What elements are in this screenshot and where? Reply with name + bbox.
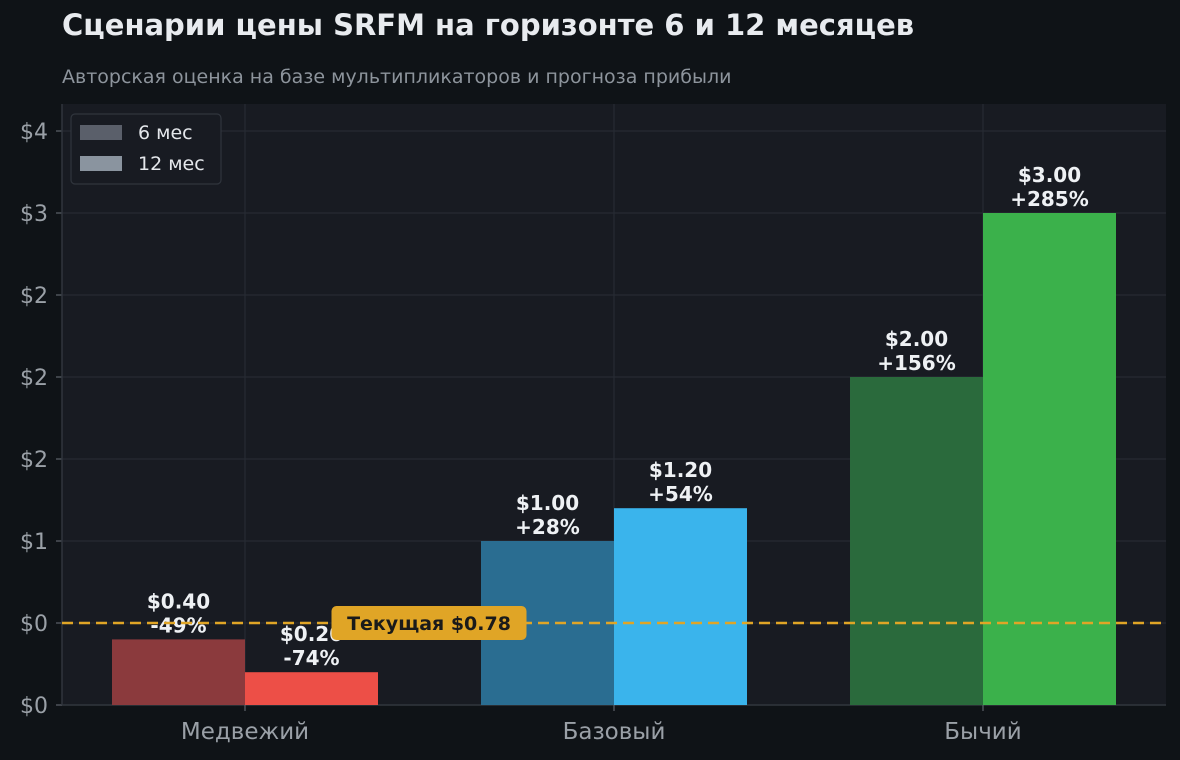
bar-value-label: $0.40 — [147, 589, 210, 613]
y-tick-label: $0 — [20, 612, 48, 637]
y-tick-label: $1 — [20, 530, 48, 555]
current-price-label: Текущая $0.78 — [347, 613, 511, 635]
bar — [112, 639, 245, 705]
y-tick-label: $3 — [20, 202, 48, 227]
legend-label: 6 мес — [138, 122, 193, 144]
legend-swatch — [80, 156, 122, 171]
x-tick-label: Бычий — [944, 719, 1021, 745]
bar-percent-label: +54% — [648, 482, 713, 506]
bar-percent-label: +285% — [1010, 187, 1089, 211]
bar — [245, 672, 378, 705]
bar — [614, 508, 747, 705]
y-tick-label: $2 — [20, 366, 48, 391]
bar-percent-label: -49% — [150, 613, 206, 637]
bar-value-label: $3.00 — [1018, 163, 1081, 187]
x-tick-label: Базовый — [563, 719, 666, 745]
chart-subtitle: Авторская оценка на базе мультипликаторо… — [62, 66, 732, 88]
bar-percent-label: +156% — [877, 351, 956, 375]
y-tick-label: $2 — [20, 284, 48, 309]
y-tick-label: $0 — [20, 694, 48, 719]
bar — [850, 377, 983, 705]
y-tick-label: $2 — [20, 448, 48, 473]
bar — [983, 213, 1116, 705]
bar-value-label: $1.20 — [649, 458, 712, 482]
chart-title: Сценарии цены SRFM на горизонте 6 и 12 м… — [62, 8, 915, 42]
current-price-badge — [331, 606, 527, 640]
bar-percent-label: +28% — [515, 515, 580, 539]
bar-percent-label: -74% — [283, 646, 339, 670]
legend-swatch — [80, 125, 122, 140]
x-tick-label: Медвежий — [181, 719, 309, 745]
bar-value-label: $1.00 — [516, 491, 579, 515]
y-tick-label: $4 — [20, 120, 48, 145]
legend-label: 12 мес — [138, 153, 205, 175]
bar-value-label: $2.00 — [885, 327, 948, 351]
